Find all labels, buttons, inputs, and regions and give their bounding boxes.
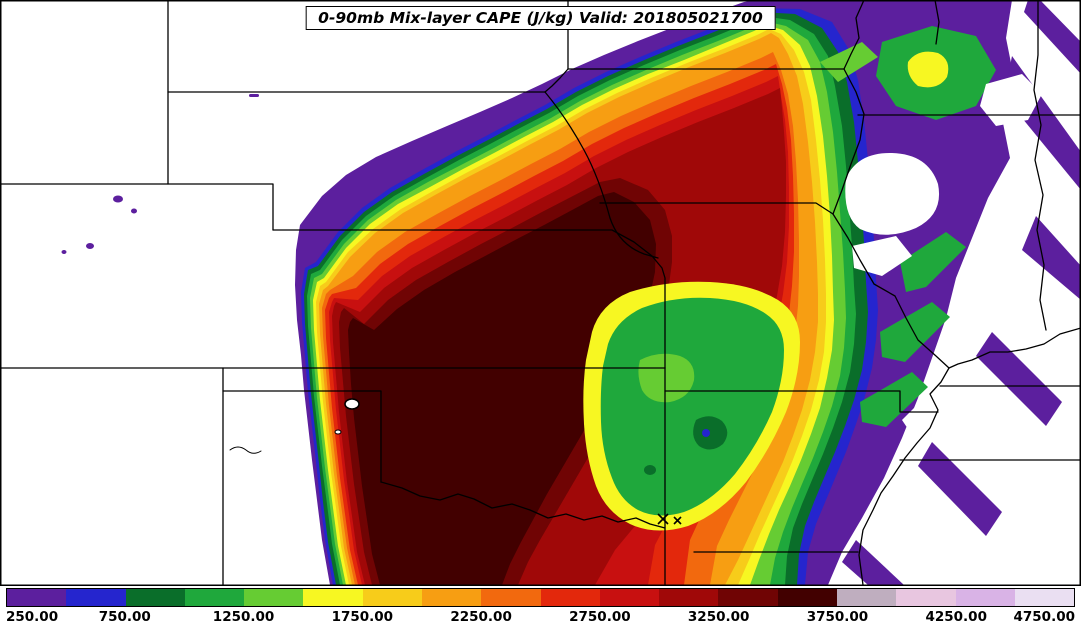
colorbar-tick-3750: 3750.00 — [806, 609, 869, 625]
plot-title: 0-90mb Mix-layer CAPE (J/kg) Valid: 2018… — [318, 9, 763, 27]
cape-speck-purple — [113, 195, 123, 203]
colorbar-segment-1750 — [362, 589, 422, 606]
clear-hole-iowa — [845, 152, 940, 235]
state-line-missouri-river — [544, 91, 659, 259]
colorbar — [6, 588, 1075, 607]
colorbar-tick-4750: 4750.00 — [1013, 609, 1076, 625]
colorbar-ticks: 250.00 750.00 1250.00 1750.00 2250.00 2750.00… — [6, 609, 1075, 631]
cape-streak-purple — [842, 540, 904, 585]
colorbar-tick-2250: 2250.00 — [450, 609, 512, 625]
colorbar-segment-1250 — [244, 589, 304, 606]
cape-streak-purple — [976, 332, 1062, 426]
colorbar-area: 250.00 750.00 1250.00 1750.00 2250.00 2750.00… — [0, 586, 1081, 633]
cape-speck-purple — [86, 243, 94, 249]
state-line-big-sioux — [544, 68, 569, 93]
colorbar-segment-4250 — [955, 589, 1015, 606]
colorbar-segment-2500 — [540, 589, 600, 606]
colorbar-segment-500 — [66, 589, 126, 606]
state-line-ia-mo — [599, 202, 834, 215]
cape-pocket-dark-green — [693, 416, 728, 450]
river-squiggle-colorado — [229, 446, 262, 454]
green-patch — [900, 232, 966, 292]
cape-layer-3500-darkest — [348, 192, 656, 585]
state-line-41n — [0, 183, 274, 231]
state-line-ohio-river — [948, 327, 1081, 369]
state-line-il-in — [1033, 0, 1047, 331]
cape-fill-darkest-core — [348, 192, 656, 585]
colorbar-segment-3750 — [836, 589, 897, 606]
state-boundaries — [0, 0, 1081, 586]
light-green-streak — [820, 42, 878, 82]
plot-frame — [0, 0, 1081, 586]
state-line-red-river — [380, 481, 666, 529]
lake-oval — [344, 398, 360, 410]
state-line-ks-ne — [272, 229, 666, 369]
clear-air-holes — [845, 74, 1042, 438]
cape-pocket-light-green — [638, 353, 695, 403]
state-line-mo-ar — [664, 390, 939, 413]
colorbar-segment-4000 — [896, 589, 956, 606]
colorbar-segment-3250 — [718, 589, 778, 606]
cape-embedded-yellow-spot — [907, 51, 949, 88]
cape-speck-purple — [61, 250, 67, 254]
cape-pocket-dark-green-spot — [644, 465, 656, 475]
colorbar-tick-2750: 2750.00 — [569, 609, 631, 625]
plot-title-box: 0-90mb Mix-layer CAPE (J/kg) Valid: 2018… — [305, 6, 776, 30]
colorbar-tick-3250: 3250.00 — [687, 609, 750, 625]
state-line-mississippi-upper — [843, 0, 865, 70]
cape-minimum-pocket-green — [600, 297, 784, 516]
green-patch — [880, 302, 950, 362]
cape-minimum-pocket-light-green — [638, 353, 695, 403]
colorbar-segment-1000 — [184, 589, 245, 606]
state-line-small-river — [934, 0, 940, 45]
map-point-features — [334, 398, 682, 525]
cape-speck-purple — [249, 94, 259, 97]
colorbar-segment-4500 — [1014, 589, 1075, 606]
cape-minimum-pocket-dark-green — [644, 416, 728, 475]
colorbar-tick-250: 250.00 — [6, 609, 59, 625]
colorbar-segment-3500 — [777, 589, 837, 606]
x-marks — [657, 513, 682, 525]
colorbar-segment-750 — [125, 589, 185, 606]
clear-hole — [852, 236, 912, 276]
colorbar-segment-2000 — [421, 589, 482, 606]
colorbar-tick-750: 750.00 — [98, 609, 151, 625]
colorbar-segment-250 — [7, 589, 67, 606]
cape-speck-purple — [131, 208, 137, 214]
cape-blue-dot — [702, 429, 710, 437]
colorbar-segment-2750 — [599, 589, 660, 606]
colorbar-segment-1500 — [303, 589, 363, 606]
cape-streak-purple — [918, 442, 1002, 536]
colorbar-tick-1750: 1750.00 — [331, 609, 394, 625]
colorbar-tick-1250: 1250.00 — [212, 609, 275, 625]
cape-minimum-pocket-blue-dot — [702, 429, 710, 437]
colorbar-tick-4250: 4250.00 — [925, 609, 987, 625]
cape-pocket-green — [600, 297, 784, 516]
clear-hole — [980, 74, 1042, 126]
state-line-mississippi — [832, 68, 950, 586]
lake-oval-small — [334, 429, 342, 435]
colorbar-segment-2250 — [481, 589, 541, 606]
yellow-spot — [907, 51, 949, 88]
cape-embedded-light-green — [820, 42, 878, 82]
state-line-ok-panhandle — [222, 390, 382, 483]
green-patch — [860, 372, 928, 427]
cape-map — [0, 0, 1081, 586]
clear-hole — [902, 380, 954, 438]
colorbar-segment-3000 — [659, 589, 719, 606]
cape-streak-purple — [1022, 216, 1081, 300]
